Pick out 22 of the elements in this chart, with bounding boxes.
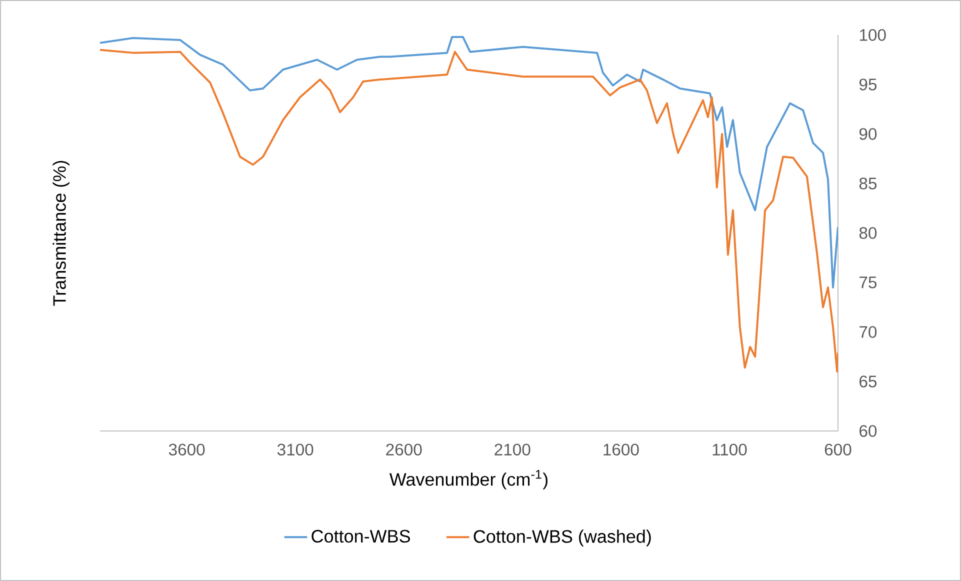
x-tick-label: 1100 [712, 444, 747, 456]
y-tick-label: 100 [860, 29, 886, 41]
line-series [100, 36, 838, 288]
x-tick-label: 2100 [494, 444, 530, 456]
line-series [100, 48, 838, 373]
y-tick-label: 80 [859, 227, 877, 239]
y-tick-label: 75 [860, 276, 877, 288]
y-tick-label: 65 [860, 376, 877, 388]
y-tick-label: 70 [860, 326, 877, 338]
y-tick-label: 95 [859, 78, 877, 90]
x-tick-label: 3100 [277, 444, 314, 456]
legend-label: Cotton-WBS [312, 530, 410, 543]
y-axis-title: Transmittance (%) [52, 160, 70, 306]
y-tick-label: 90 [859, 128, 877, 140]
x-tick-label: 3600 [168, 444, 205, 456]
x-axis-title: Wavenumber (cm$^{-1}$) [389, 470, 548, 490]
x-tick-label: 2600 [386, 444, 422, 456]
x-tick-label: 600 [824, 444, 852, 456]
y-tick-label: 60 [860, 425, 877, 437]
legend-label: Cotton-WBS (washed) [474, 530, 651, 546]
x-tick-label: 1600 [604, 444, 639, 456]
y-tick-label: 85 [859, 178, 877, 190]
